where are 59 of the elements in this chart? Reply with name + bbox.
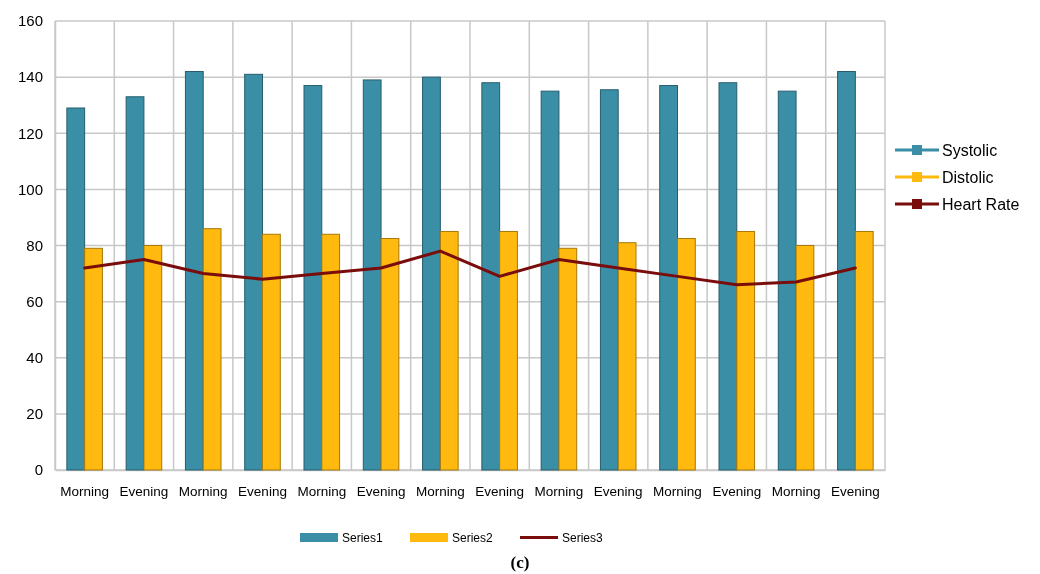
bar: [481, 82, 501, 471]
x-tick-label: Evening: [830, 483, 880, 499]
bar: [837, 71, 856, 471]
bar: [718, 82, 738, 471]
bar: [321, 233, 341, 471]
bar: [659, 85, 678, 471]
x-tick-label: Morning: [415, 483, 465, 499]
bar: [854, 230, 874, 471]
text: Series2: [452, 531, 494, 545]
x-tick-label: Morning: [178, 483, 228, 499]
x-tick-label: Evening: [356, 483, 406, 499]
bar: [558, 247, 578, 471]
x-tick-label: Morning: [534, 483, 584, 499]
x-tick-label: Evening: [475, 483, 525, 499]
x-tick-label: Evening: [238, 483, 287, 499]
bar: [244, 73, 263, 471]
bar: [422, 76, 441, 471]
legend-label: Systolic: [942, 142, 998, 159]
bar: [362, 79, 382, 471]
bar: [125, 96, 145, 471]
line-series: [83, 249, 857, 287]
y-tick-label: 80: [26, 236, 43, 254]
legend-label: Heart Rate: [942, 196, 1020, 213]
y-tick-label: 40: [26, 349, 43, 367]
x-tick-label: Evening: [119, 483, 169, 499]
y-tick-label: 0: [34, 461, 43, 479]
text: Series3: [562, 531, 604, 545]
x-tick-label: Morning: [60, 483, 110, 499]
bar: [617, 242, 637, 471]
y-tick-label: 20: [26, 405, 43, 423]
y-tick-label: 160: [17, 12, 43, 30]
bar: [84, 247, 103, 471]
x-tick-label: Morning: [297, 483, 347, 499]
bar: [677, 237, 696, 471]
bar: [540, 90, 560, 471]
legend-label: Distolic: [942, 169, 994, 186]
bar: [777, 90, 797, 471]
bar: [599, 89, 619, 471]
y-tick-label: 140: [17, 68, 43, 86]
x-tick-label: Evening: [593, 483, 643, 499]
text: Series1: [342, 531, 384, 545]
bar: [202, 228, 222, 471]
bar: [736, 230, 756, 471]
bar: [439, 230, 459, 471]
x-tick-label: Morning: [771, 483, 821, 499]
bar: [66, 107, 86, 471]
text: (c): [510, 553, 530, 572]
bar: [303, 85, 323, 471]
bar: [380, 237, 400, 471]
bar: [795, 245, 815, 471]
bar: [262, 233, 281, 471]
y-tick-label: 100: [17, 180, 43, 198]
x-tick-label: Evening: [712, 483, 762, 499]
bar: [499, 230, 518, 471]
bar: [184, 71, 204, 471]
y-tick-label: 60: [26, 292, 43, 310]
bar: [143, 245, 163, 471]
y-tick-label: 120: [17, 124, 43, 142]
x-tick-label: Morning: [653, 483, 702, 499]
